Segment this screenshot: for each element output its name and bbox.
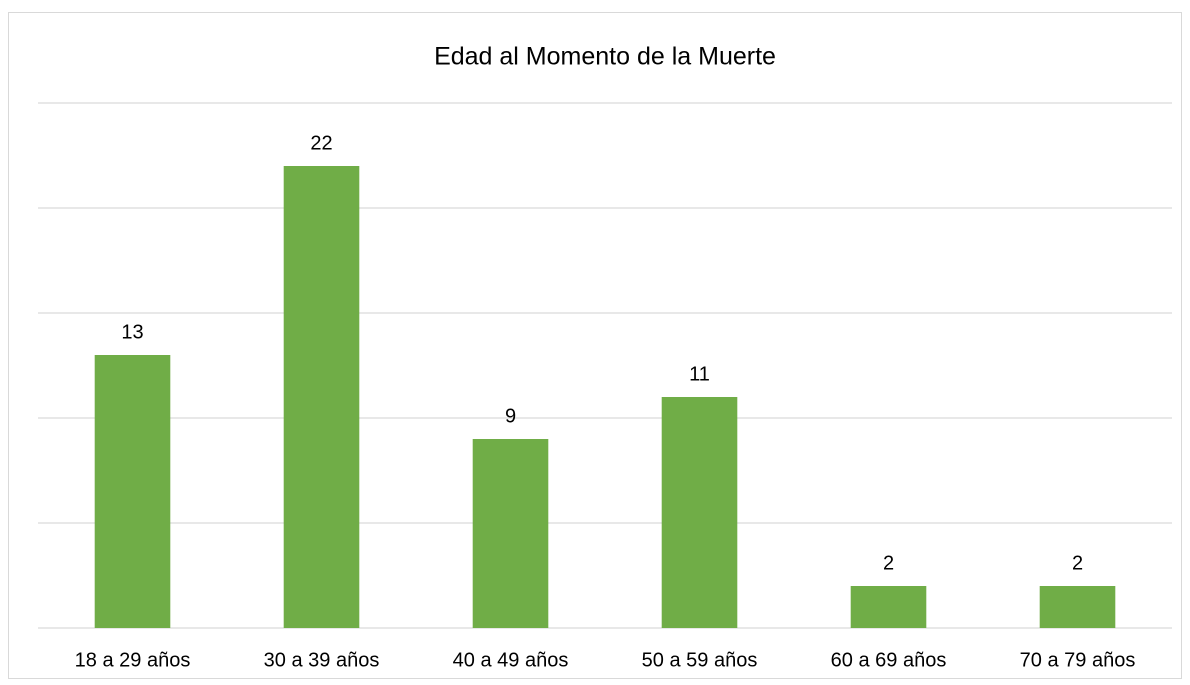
data-label: 22 bbox=[310, 132, 332, 154]
bar bbox=[661, 397, 738, 628]
chart-title: Edad al Momento de la Muerte bbox=[434, 43, 776, 71]
bar bbox=[850, 586, 927, 628]
bar bbox=[1039, 586, 1116, 628]
x-tick-label: 60 a 69 años bbox=[831, 649, 947, 671]
bar bbox=[472, 439, 549, 628]
bar bbox=[283, 166, 360, 628]
x-tick-label: 40 a 49 años bbox=[453, 649, 569, 671]
data-label: 2 bbox=[883, 552, 894, 574]
x-tick-label: 70 a 79 años bbox=[1020, 649, 1136, 671]
x-tick-label: 18 a 29 años bbox=[75, 649, 191, 671]
x-tick-label: 30 a 39 años bbox=[264, 649, 380, 671]
x-tick-label: 50 a 59 años bbox=[642, 649, 758, 671]
chart-border bbox=[8, 12, 1182, 679]
bar bbox=[94, 355, 171, 628]
data-label: 13 bbox=[121, 321, 143, 343]
data-label: 2 bbox=[1072, 552, 1083, 574]
data-label: 11 bbox=[689, 363, 710, 385]
data-label: 9 bbox=[505, 405, 516, 427]
